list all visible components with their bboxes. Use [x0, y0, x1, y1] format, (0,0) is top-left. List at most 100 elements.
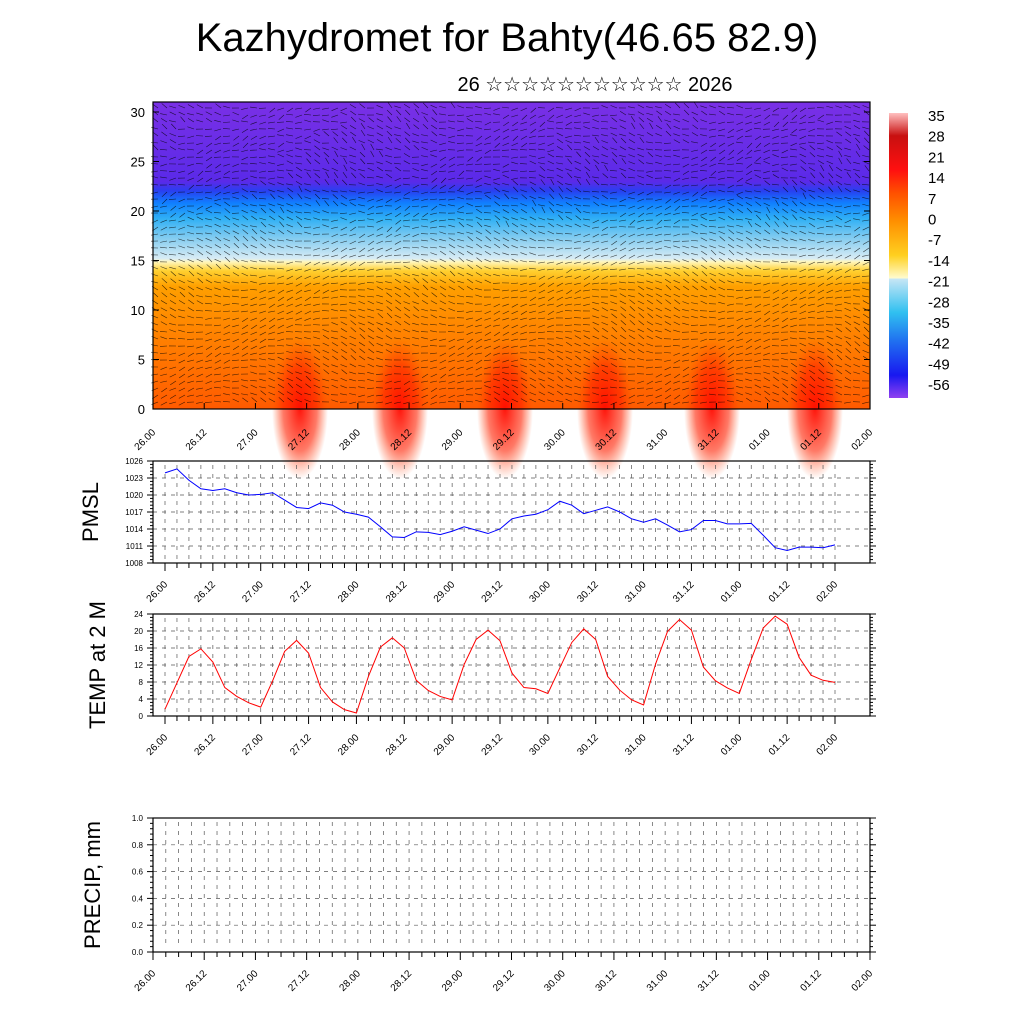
wind-arrow	[655, 330, 663, 333]
wind-arrow	[556, 275, 564, 279]
wind-arrow	[412, 287, 420, 291]
wind-arrow	[358, 196, 366, 200]
wind-arrow	[215, 103, 222, 109]
wind-arrow	[161, 292, 168, 298]
wind-arrow	[232, 250, 240, 256]
wind-arrow	[439, 231, 447, 235]
wind-arrow	[502, 289, 510, 292]
wind-arrow	[647, 152, 654, 158]
wind-arrow	[781, 378, 789, 382]
wind-arrow	[421, 183, 429, 186]
wind-arrow	[691, 176, 699, 179]
wind-arrow	[224, 208, 231, 214]
wind-arrow	[826, 282, 834, 286]
wind-arrow	[808, 114, 816, 119]
wind-arrow	[665, 380, 672, 386]
wind-arrow	[637, 281, 645, 284]
wind-arrow	[529, 142, 537, 145]
wind-arrow	[502, 398, 510, 403]
wind-arrow	[241, 177, 249, 181]
wind-arrow	[754, 372, 762, 375]
wind-arrow	[710, 156, 717, 162]
wind-arrow	[853, 133, 861, 137]
wind-arrow	[403, 373, 411, 376]
wind-arrow	[439, 170, 447, 172]
wind-arrow	[565, 350, 573, 354]
wind-arrow	[304, 128, 312, 131]
wind-arrow	[511, 114, 519, 118]
wind-arrow	[484, 128, 492, 131]
x-tick-label: 30.00	[528, 579, 554, 605]
wind-arrow	[406, 122, 411, 130]
wind-arrow	[430, 154, 438, 158]
wind-arrow	[835, 275, 843, 280]
wind-arrow	[637, 175, 645, 179]
wind-arrow	[764, 114, 771, 120]
wind-arrow	[646, 141, 654, 144]
wind-arrow	[826, 335, 834, 340]
wind-arrow	[574, 254, 582, 259]
wind-arrow	[403, 183, 411, 186]
wind-arrow	[466, 286, 474, 291]
wind-arrow	[430, 380, 438, 383]
wind-arrow	[585, 158, 591, 165]
wind-arrow	[277, 317, 285, 321]
wind-arrow	[475, 294, 483, 298]
wind-arrow	[466, 387, 474, 391]
wind-arrow	[214, 394, 222, 397]
wind-arrow	[439, 142, 447, 146]
wind-arrow	[351, 172, 357, 179]
wind-arrow	[604, 164, 609, 172]
wind-arrow	[178, 359, 186, 364]
wind-arrow	[214, 273, 222, 277]
wind-arrow	[331, 384, 339, 389]
wind-arrow	[628, 205, 636, 209]
wind-arrow	[664, 176, 672, 179]
wind-arrow	[846, 172, 852, 179]
wind-arrow	[215, 250, 222, 256]
wind-arrow	[350, 226, 357, 232]
wind-arrow	[637, 401, 645, 404]
wind-arrow	[655, 240, 663, 244]
wind-arrow	[700, 366, 708, 371]
wind-arrow	[727, 400, 735, 403]
wind-arrow	[367, 300, 375, 305]
wind-arrow	[511, 296, 519, 299]
wind-arrow	[853, 240, 861, 244]
wind-arrow	[385, 380, 393, 384]
wind-arrow	[574, 233, 582, 237]
wind-arrow	[241, 224, 249, 228]
wind-arrow	[530, 186, 537, 193]
wind-arrow	[611, 313, 618, 319]
wind-arrow	[376, 198, 384, 202]
wind-arrow	[673, 321, 681, 326]
wind-arrow	[304, 268, 312, 272]
wind-arrow	[493, 267, 501, 270]
wind-arrow	[259, 324, 267, 329]
wind-arrow	[691, 302, 699, 305]
wind-arrow	[458, 170, 465, 177]
wind-arrow	[340, 121, 348, 124]
wind-arrow	[205, 156, 213, 162]
wind-arrow	[538, 247, 546, 249]
wind-arrow	[682, 352, 690, 356]
wind-arrow	[502, 317, 510, 321]
wind-arrow	[628, 176, 636, 179]
wind-arrow	[520, 377, 528, 382]
wind-arrow	[610, 176, 618, 179]
wind-arrow	[204, 128, 213, 130]
wind-arrow	[376, 166, 384, 172]
wind-arrow	[556, 127, 564, 130]
wind-arrow	[538, 337, 546, 340]
wind-arrow	[304, 135, 312, 140]
wind-arrow	[637, 247, 645, 250]
wind-arrow	[782, 186, 789, 193]
wind-arrow	[781, 317, 789, 323]
wind-arrow	[619, 198, 627, 203]
wind-arrow	[241, 156, 249, 161]
wind-arrow	[232, 398, 240, 403]
wind-arrow	[196, 352, 204, 355]
wind-arrow	[404, 313, 411, 319]
wind-arrow	[241, 107, 249, 110]
wind-arrow	[826, 155, 834, 158]
